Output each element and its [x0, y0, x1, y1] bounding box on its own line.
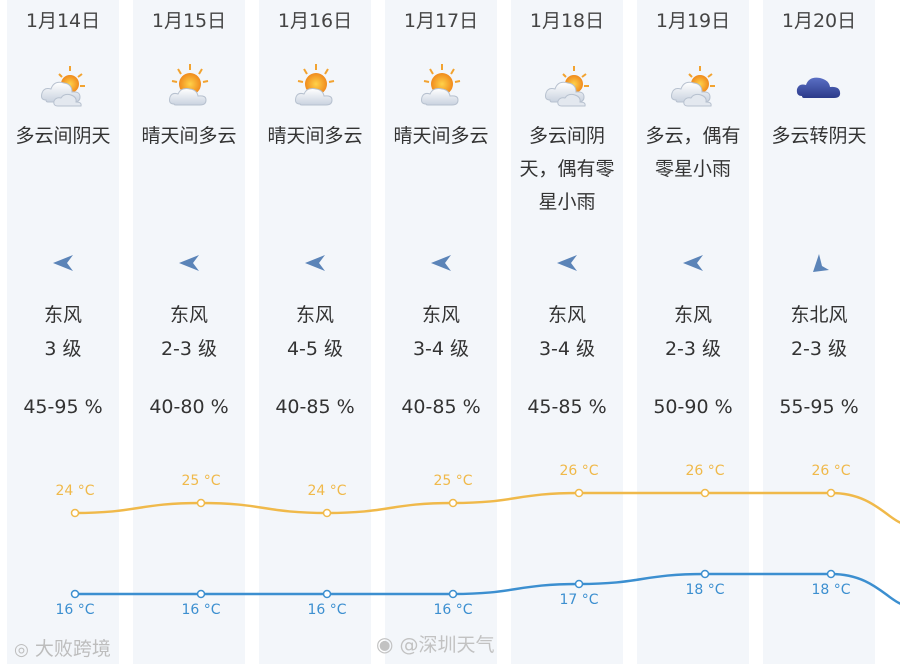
low-temp-label: 18 °C	[685, 582, 724, 598]
watermark-center: ◉ @深圳天气	[376, 632, 495, 656]
wind-direction: 东风	[673, 304, 712, 326]
weather-description: 多云间阴天	[15, 125, 111, 147]
high-temp-label: 24 °C	[307, 483, 346, 499]
high-temp-label: 25 °C	[433, 473, 472, 489]
humidity-range: 55-95 %	[779, 396, 859, 418]
high-temp-point	[448, 498, 458, 508]
east-wind-arrow-icon	[557, 255, 577, 271]
weather-description: 多云，偶有 零星小雨	[645, 125, 741, 180]
temperature-chart: 24 °C 25 °C 24 °C 25 °C 26 °C 26 °C 26 °C 16 °C…	[55, 463, 900, 618]
low-temp-point	[196, 589, 206, 599]
humidity-range: 40-80 %	[149, 396, 229, 418]
wind-level: 3-4 级	[538, 338, 596, 360]
low-temp-line	[74, 572, 900, 605]
wind-level: 2-3 级	[790, 338, 848, 360]
wind-level: 3 级	[44, 338, 82, 360]
low-temp-point	[70, 589, 80, 599]
wind-direction: 东风	[169, 304, 208, 326]
forecast-date: 1月17日	[403, 10, 479, 32]
forecast-date: 1月19日	[655, 10, 731, 32]
east-wind-arrow-icon	[53, 255, 73, 271]
low-temp-point	[700, 569, 710, 579]
forecast-date: 1月18日	[529, 10, 605, 32]
low-temp-point	[448, 589, 458, 599]
low-temp-label: 16 °C	[181, 602, 220, 618]
high-temp-label: 26 °C	[559, 463, 598, 479]
low-temp-label: 18 °C	[811, 582, 850, 598]
forecast-date: 1月15日	[151, 10, 227, 32]
weather-description: 晴天间多云	[141, 125, 237, 147]
east-wind-arrow-icon	[683, 255, 703, 271]
forecast-date: 1月20日	[781, 10, 857, 32]
sunny-cloud-icon	[421, 64, 461, 106]
column-background	[7, 0, 119, 664]
northeast-wind-arrow-icon	[813, 254, 829, 272]
weather-description: 多云间阴 天，偶有零 星小雨	[519, 125, 615, 213]
low-temp-point	[826, 569, 836, 579]
east-wind-arrow-icon	[305, 255, 325, 271]
low-temp-point	[322, 589, 332, 599]
humidity-range: 40-85 %	[275, 396, 355, 418]
forecast-day: 1月14日 多云间阴天 东风 3 级 45-95 %	[0, 0, 126, 440]
high-temp-point	[70, 508, 80, 518]
column-background	[133, 0, 245, 664]
wind-direction: 东风	[421, 304, 460, 326]
weather-description: 晴天间多云	[267, 125, 363, 147]
high-temp-point	[574, 488, 584, 498]
high-temp-line	[74, 491, 900, 524]
humidity-range: 45-95 %	[23, 396, 103, 418]
low-temp-label: 17 °C	[559, 592, 598, 608]
humidity-range: 40-85 %	[401, 396, 481, 418]
high-temp-label: 26 °C	[685, 463, 724, 479]
wind-level: 2-3 级	[664, 338, 722, 360]
column-background	[637, 0, 749, 664]
humidity-range: 45-85 %	[527, 396, 607, 418]
wind-direction: 东北风	[790, 304, 848, 326]
low-temp-label: 16 °C	[307, 602, 346, 618]
column-background	[511, 0, 623, 664]
forecast-day: 1月20日 多云转阴天 东北风 2-3 级 55-95 %	[756, 0, 882, 440]
high-temp-label: 26 °C	[811, 463, 850, 479]
forecast-date: 1月16日	[277, 10, 353, 32]
east-wind-arrow-icon	[431, 255, 451, 271]
east-wind-arrow-icon	[179, 255, 199, 271]
high-temp-label: 24 °C	[55, 483, 94, 499]
wind-direction: 东风	[43, 304, 82, 326]
column-background	[385, 0, 497, 664]
wind-level: 2-3 级	[160, 338, 218, 360]
low-temp-point	[574, 579, 584, 589]
high-temp-point	[196, 498, 206, 508]
low-temp-label: 16 °C	[55, 602, 94, 618]
wind-direction: 东风	[547, 304, 586, 326]
forecast-day: 1月18日 多云间阴 天，偶有零 星小雨 东风 3-4 级 45-85 %	[504, 0, 630, 440]
forecast-day: 1月19日 多云，偶有 零星小雨 东风 2-3 级 50-90 %	[630, 0, 756, 440]
high-temp-label: 25 °C	[181, 473, 220, 489]
forecast-day: 1月17日 晴天间多云 东风 3-4 级 40-85 %	[378, 0, 504, 440]
partly-cloudy-icon	[671, 66, 715, 107]
high-temp-point	[700, 488, 710, 498]
column-background	[259, 0, 371, 664]
high-temp-point	[322, 508, 332, 518]
wind-level: 3-4 级	[412, 338, 470, 360]
sunny-cloud-icon	[295, 64, 335, 106]
high-temp-point	[826, 488, 836, 498]
logo-icon: ◎	[14, 640, 29, 660]
weather-description: 晴天间多云	[393, 125, 489, 147]
low-temp-label: 16 °C	[433, 602, 472, 618]
partly-cloudy-icon	[41, 66, 85, 107]
forecast-date: 1月14日	[25, 10, 101, 32]
weather-description: 多云转阴天	[771, 125, 867, 147]
forecast-day: 1月16日 晴天间多云 东风 4-5 级 40-85 %	[252, 0, 378, 440]
humidity-range: 50-90 %	[653, 396, 733, 418]
watermark-left: ◎ 大败跨境	[14, 638, 111, 660]
weibo-icon: ◉	[376, 632, 394, 656]
dark-cloud-icon	[796, 77, 841, 98]
wind-level: 4-5 级	[286, 338, 344, 360]
partly-cloudy-icon	[545, 66, 589, 107]
sunny-cloud-icon	[169, 64, 209, 106]
wind-direction: 东风	[295, 304, 334, 326]
column-background	[763, 0, 875, 664]
forecast-day: 1月15日 晴天间多云 东风 2-3 级 40-80 %	[126, 0, 252, 440]
